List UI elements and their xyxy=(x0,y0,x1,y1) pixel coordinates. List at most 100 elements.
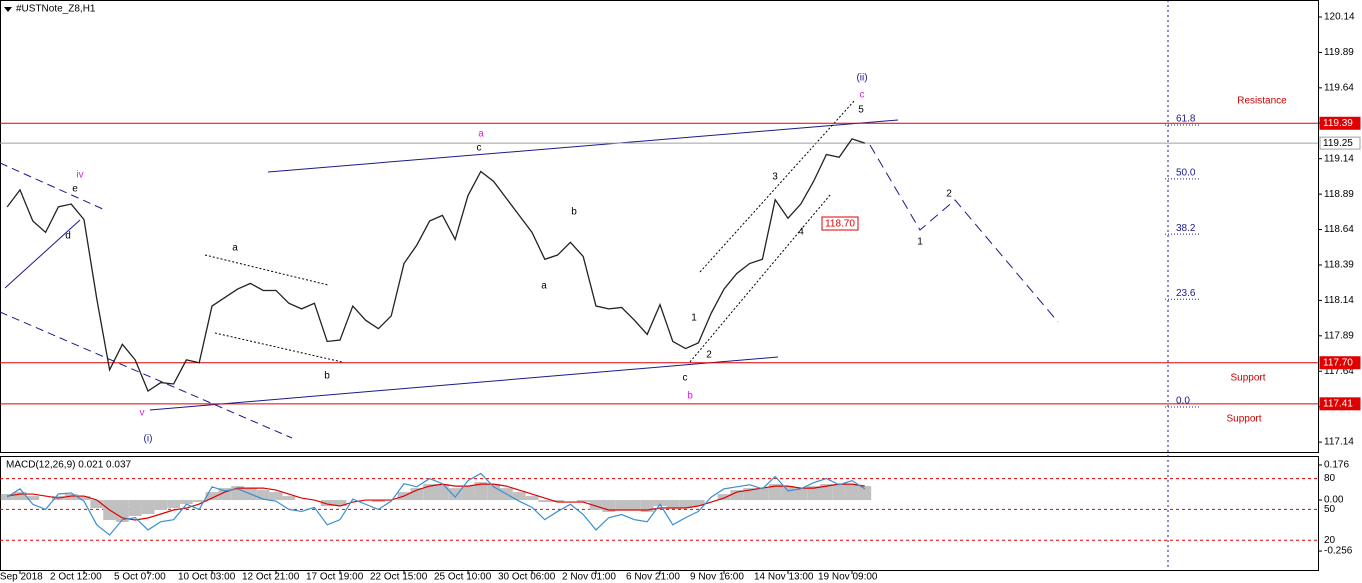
macd-bar xyxy=(525,496,539,501)
macd-bar xyxy=(628,500,641,511)
x-tick-label: 14 Nov 13:00 xyxy=(754,572,814,583)
channels xyxy=(204,99,856,363)
level-box xyxy=(1319,136,1361,150)
macd-bar xyxy=(474,482,488,501)
wave-label: a xyxy=(541,281,547,292)
wave-label: 1 xyxy=(917,237,923,248)
macd-bar xyxy=(436,484,449,501)
macd-bar xyxy=(205,492,219,501)
wave-label: (ii) xyxy=(856,73,867,84)
macd-bar xyxy=(602,500,616,513)
macd-bar xyxy=(282,496,296,501)
wave-label: e xyxy=(72,184,78,195)
wave-label: v xyxy=(140,408,145,419)
macd-bar xyxy=(410,488,424,501)
macd-bar xyxy=(781,486,795,501)
rising-line xyxy=(4,219,81,289)
wave-label: 2 xyxy=(946,189,952,200)
macd-bar xyxy=(615,500,628,511)
marker-box xyxy=(821,216,859,231)
macd-bar xyxy=(192,500,206,503)
macd-bar xyxy=(538,500,552,503)
y-tick-label: 117.89 xyxy=(1324,330,1354,341)
macd-bar xyxy=(653,500,667,507)
wave-label: b xyxy=(324,371,330,382)
marker-label: 118.70 xyxy=(825,219,855,230)
macd-bar xyxy=(320,500,334,507)
macd-bar xyxy=(90,500,104,509)
fib-label: 61.8 xyxy=(1176,114,1196,125)
x-tick-label: 25 Oct 10:00 xyxy=(434,572,492,583)
macd-bar xyxy=(730,490,744,501)
y-tick-label: 0.176 xyxy=(1324,460,1349,471)
y-tick-label: 0.00 xyxy=(1324,495,1344,506)
x-tick-label: 30 Oct 06:00 xyxy=(498,572,556,583)
wave-label: c xyxy=(477,143,482,154)
wave-label: (i) xyxy=(144,434,153,445)
y-tick-label: 117.64 xyxy=(1324,366,1354,377)
macd-bar xyxy=(218,488,232,501)
macd-bar xyxy=(180,500,193,505)
channel-line xyxy=(214,332,343,363)
x-tick-label: 5 Oct 07:00 xyxy=(114,572,166,583)
y-tick-label: 118.64 xyxy=(1324,224,1354,235)
channel-line xyxy=(204,254,329,286)
macd-bar xyxy=(269,492,283,501)
macd-bar xyxy=(807,486,820,501)
macd-bar xyxy=(512,492,526,501)
wave-label: b xyxy=(687,391,693,402)
macd-bar xyxy=(141,500,155,514)
y2-tick-label: 50 xyxy=(1324,504,1336,515)
dropdown-icon xyxy=(4,7,12,12)
macd-bar xyxy=(333,500,347,507)
x-tick-label: 27 Sep 2018 xyxy=(0,572,43,583)
macd-bar xyxy=(756,488,769,501)
level-box xyxy=(1319,397,1361,411)
macd-bar xyxy=(576,500,590,503)
price-panel xyxy=(0,0,1319,453)
y-tick-label: 118.39 xyxy=(1324,260,1354,271)
macd-bar xyxy=(128,500,142,516)
macd-bar xyxy=(589,500,603,511)
macd-bar xyxy=(743,488,756,501)
fib-label: 23.6 xyxy=(1176,288,1196,299)
fib-label: 38.2 xyxy=(1176,223,1196,234)
level-label: 119.39 xyxy=(1323,118,1353,129)
wave-label: 4 xyxy=(798,227,804,238)
wave-label: iv xyxy=(76,170,83,181)
wave-label: d xyxy=(65,231,71,242)
macd-bar xyxy=(154,500,168,511)
macd-bar xyxy=(666,500,680,509)
macd-panel xyxy=(0,456,1319,571)
wave-label: a xyxy=(232,243,238,254)
x-tick-label: 2 Nov 01:00 xyxy=(562,572,616,583)
indicator-line xyxy=(6,472,866,536)
y-tick-label: -0.256 xyxy=(1324,546,1353,557)
macd-bar xyxy=(77,496,91,501)
wave-label: 2 xyxy=(706,350,712,361)
wave-label: Support xyxy=(1226,414,1261,425)
level-label: 117.70 xyxy=(1323,357,1353,368)
chart-header: #USTNote_Z8,H1 xyxy=(16,4,96,15)
channel-line xyxy=(689,194,831,363)
macd-bar xyxy=(551,500,564,503)
macd-bar xyxy=(423,484,436,501)
macd-bar xyxy=(640,500,654,513)
x-tick-label: 10 Oct 03:00 xyxy=(178,572,236,583)
trend-lines xyxy=(0,119,1059,439)
level-box xyxy=(1319,116,1361,130)
wave-label: 5 xyxy=(858,105,864,116)
macd-bar xyxy=(461,486,475,501)
macd-bar xyxy=(256,490,270,501)
wave-label: c xyxy=(860,90,865,101)
indicator-line xyxy=(7,483,865,521)
lower-trendline xyxy=(149,356,779,411)
projection xyxy=(869,144,1059,323)
macd-bar xyxy=(794,488,808,501)
wave-label: b xyxy=(571,207,577,218)
price-line xyxy=(6,138,866,393)
y-tick-label: 117.14 xyxy=(1324,437,1354,448)
fib-label: 0.0 xyxy=(1176,396,1190,407)
macd-title: MACD(12,26,9) 0.021 0.037 xyxy=(6,460,132,471)
